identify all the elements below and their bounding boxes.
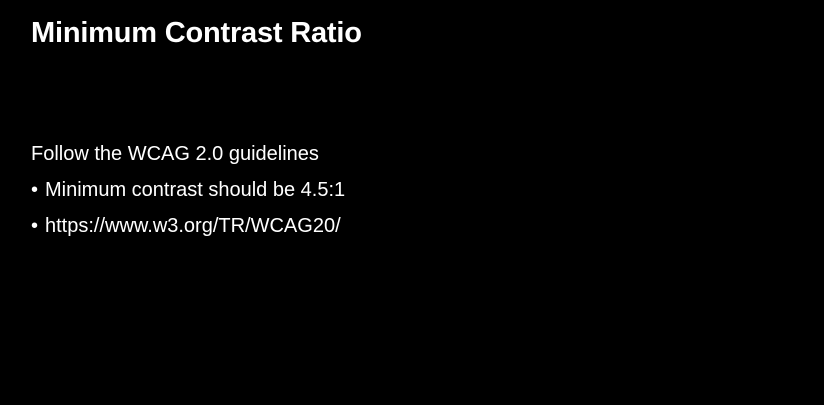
bullet-icon: • xyxy=(31,215,39,237)
bullet-text-link: https://www.w3.org/TR/WCAG20/ xyxy=(45,215,341,237)
slide-body: Follow the WCAG 2.0 guidelines • Minimum … xyxy=(31,136,345,244)
slide-title: Minimum Contrast Ratio xyxy=(31,17,362,49)
bullet-item-contrast: • Minimum contrast should be 4.5:1 xyxy=(31,172,345,208)
bullet-icon: • xyxy=(31,179,39,201)
intro-text: Follow the WCAG 2.0 guidelines xyxy=(31,143,319,165)
bullet-text-contrast: Minimum contrast should be 4.5:1 xyxy=(45,179,346,201)
bullet-item-link: • https://www.w3.org/TR/WCAG20/ xyxy=(31,208,345,244)
